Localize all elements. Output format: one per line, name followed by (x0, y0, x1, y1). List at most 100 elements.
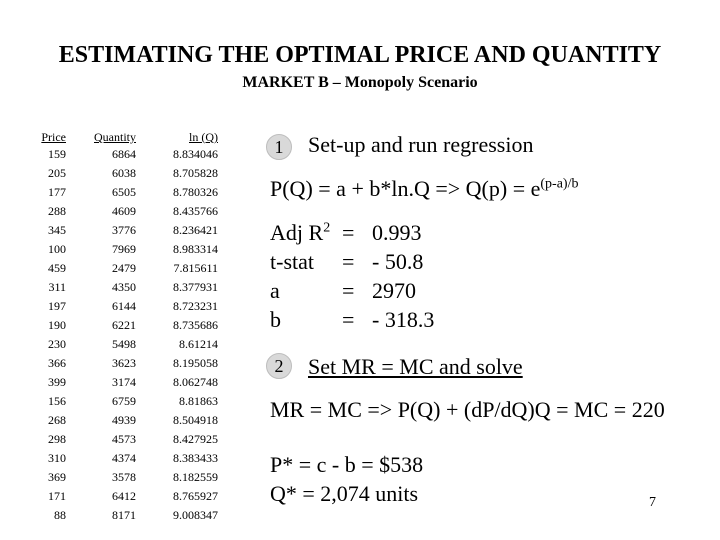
data-table: Price Quantity ln (Q) 159 6864 8.834046 205… (26, 129, 218, 525)
cell-price: 205 (48, 166, 66, 180)
cell-quantity: 6864 (112, 147, 136, 161)
stat-row: a = 2970 (270, 276, 434, 305)
cell-price: 88 (54, 508, 66, 522)
cell-price: 159 (48, 147, 66, 161)
cell-lnq: 8.504918 (173, 413, 218, 427)
table-row: 230 5498 8.61214 (26, 335, 218, 354)
table-row: 177 6505 8.780326 (26, 183, 218, 202)
cell-price: 100 (48, 242, 66, 256)
cell-lnq: 8.427925 (173, 432, 218, 446)
stat-row: b = - 318.3 (270, 305, 434, 334)
cell-quantity: 2479 (112, 261, 136, 275)
cell-lnq: 8.983314 (173, 242, 218, 256)
cell-lnq: 8.780326 (173, 185, 218, 199)
cell-quantity: 3623 (112, 356, 136, 370)
cell-quantity: 6759 (112, 394, 136, 408)
stat-label: a (270, 278, 280, 303)
table-row: 88 8171 9.008347 (26, 506, 218, 525)
table-row: 369 3578 8.182559 (26, 468, 218, 487)
slide-subtitle: MARKET B – Monopoly Scenario (242, 74, 478, 91)
cell-price: 230 (48, 337, 66, 351)
stat-value: - 318.3 (372, 307, 435, 332)
cell-lnq: 8.61214 (179, 337, 218, 351)
cell-lnq: 9.008347 (173, 508, 218, 522)
cell-price: 197 (48, 299, 66, 313)
cell-lnq: 8.236421 (173, 223, 218, 237)
step-1-title: Set-up and run regression (308, 132, 534, 157)
stat-row: t-stat = - 50.8 (270, 247, 434, 276)
cell-price: 190 (48, 318, 66, 332)
cell-price: 311 (48, 280, 66, 294)
table-row: 156 6759 8.81863 (26, 392, 218, 411)
cell-price: 156 (48, 394, 66, 408)
cell-price: 345 (48, 223, 66, 237)
mr-mc-formula: MR = MC => P(Q) + (dP/dQ)Q = MC = 220 (270, 397, 665, 422)
cell-quantity: 3174 (112, 375, 136, 389)
step-1-badge: 1 (266, 134, 292, 160)
cell-lnq: 8.723231 (173, 299, 218, 313)
cell-lnq: 8.705828 (173, 166, 218, 180)
stat-label: b (270, 307, 281, 332)
cell-lnq: 7.815611 (173, 261, 218, 275)
table-row: 205 6038 8.705828 (26, 164, 218, 183)
table-row: 197 6144 8.723231 (26, 297, 218, 316)
regression-formula-main: P(Q) = a + b*ln.Q => Q(p) = e (270, 176, 541, 201)
cell-lnq: 8.435766 (173, 204, 218, 218)
cell-lnq: 8.062748 (173, 375, 218, 389)
cell-price: 298 (48, 432, 66, 446)
cell-quantity: 5498 (112, 337, 136, 351)
cell-price: 310 (48, 451, 66, 465)
cell-quantity: 6221 (112, 318, 136, 332)
cell-lnq: 8.377931 (173, 280, 218, 294)
cell-quantity: 4374 (112, 451, 136, 465)
cell-quantity: 3776 (112, 223, 136, 237)
cell-price: 369 (48, 470, 66, 484)
header-quantity: Quantity (94, 130, 136, 144)
cell-quantity: 6412 (112, 489, 136, 503)
stat-equals: = (342, 278, 355, 303)
stat-equals: = (342, 220, 355, 245)
step-2-badge: 2 (266, 353, 292, 379)
stat-equals: = (342, 249, 355, 274)
table-row: 159 6864 8.834046 (26, 145, 218, 164)
cell-price: 459 (48, 261, 66, 275)
stat-label: t-stat (270, 249, 314, 274)
cell-quantity: 7969 (112, 242, 136, 256)
cell-quantity: 4573 (112, 432, 136, 446)
cell-price: 177 (48, 185, 66, 199)
table-row: 311 4350 8.377931 (26, 278, 218, 297)
cell-lnq: 8.182559 (173, 470, 218, 484)
table-row: 366 3623 8.195058 (26, 354, 218, 373)
regression-formula-exponent: (p-a)/b (540, 176, 579, 192)
cell-quantity: 3578 (112, 470, 136, 484)
cell-lnq: 8.834046 (173, 147, 218, 161)
cell-quantity: 4350 (112, 280, 136, 294)
table-row: 190 6221 8.735686 (26, 316, 218, 335)
cell-price: 288 (48, 204, 66, 218)
cell-price: 268 (48, 413, 66, 427)
stat-value: - 50.8 (372, 249, 424, 274)
table-row: 345 3776 8.236421 (26, 221, 218, 240)
stat-row: Adj R2 = 0.993 (270, 218, 434, 247)
header-lnq: ln (Q) (189, 130, 218, 144)
optimal-quantity: Q* = 2,074 units (270, 481, 419, 506)
cell-quantity: 4939 (112, 413, 136, 427)
header-price: Price (41, 130, 66, 144)
cell-price: 171 (48, 489, 66, 503)
slide-title: ESTIMATING THE OPTIMAL PRICE AND QUANTIT… (58, 42, 662, 68)
table-row: 288 4609 8.435766 (26, 202, 218, 221)
stat-value: 2970 (372, 278, 416, 303)
table-body: 159 6864 8.834046 205 6038 8.705828 177 6505 8.7… (26, 145, 218, 525)
cell-quantity: 6505 (112, 185, 136, 199)
stat-value: 0.993 (372, 220, 422, 245)
regression-stats: Adj R2 = 0.993 t-stat = - 50.8 a = 2970 … (270, 218, 434, 334)
regression-formula: P(Q) = a + b*ln.Q => Q(p) = e(p-a)/b (270, 176, 578, 202)
table-header-row: Price Quantity ln (Q) (26, 129, 218, 145)
stat-label: Adj R2 (270, 220, 331, 245)
stat-equals: = (342, 307, 355, 332)
table-row: 298 4573 8.427925 (26, 430, 218, 449)
cell-quantity: 6144 (112, 299, 136, 313)
cell-quantity: 6038 (112, 166, 136, 180)
table-row: 459 2479 7.815611 (26, 259, 218, 278)
cell-lnq: 8.735686 (173, 318, 218, 332)
